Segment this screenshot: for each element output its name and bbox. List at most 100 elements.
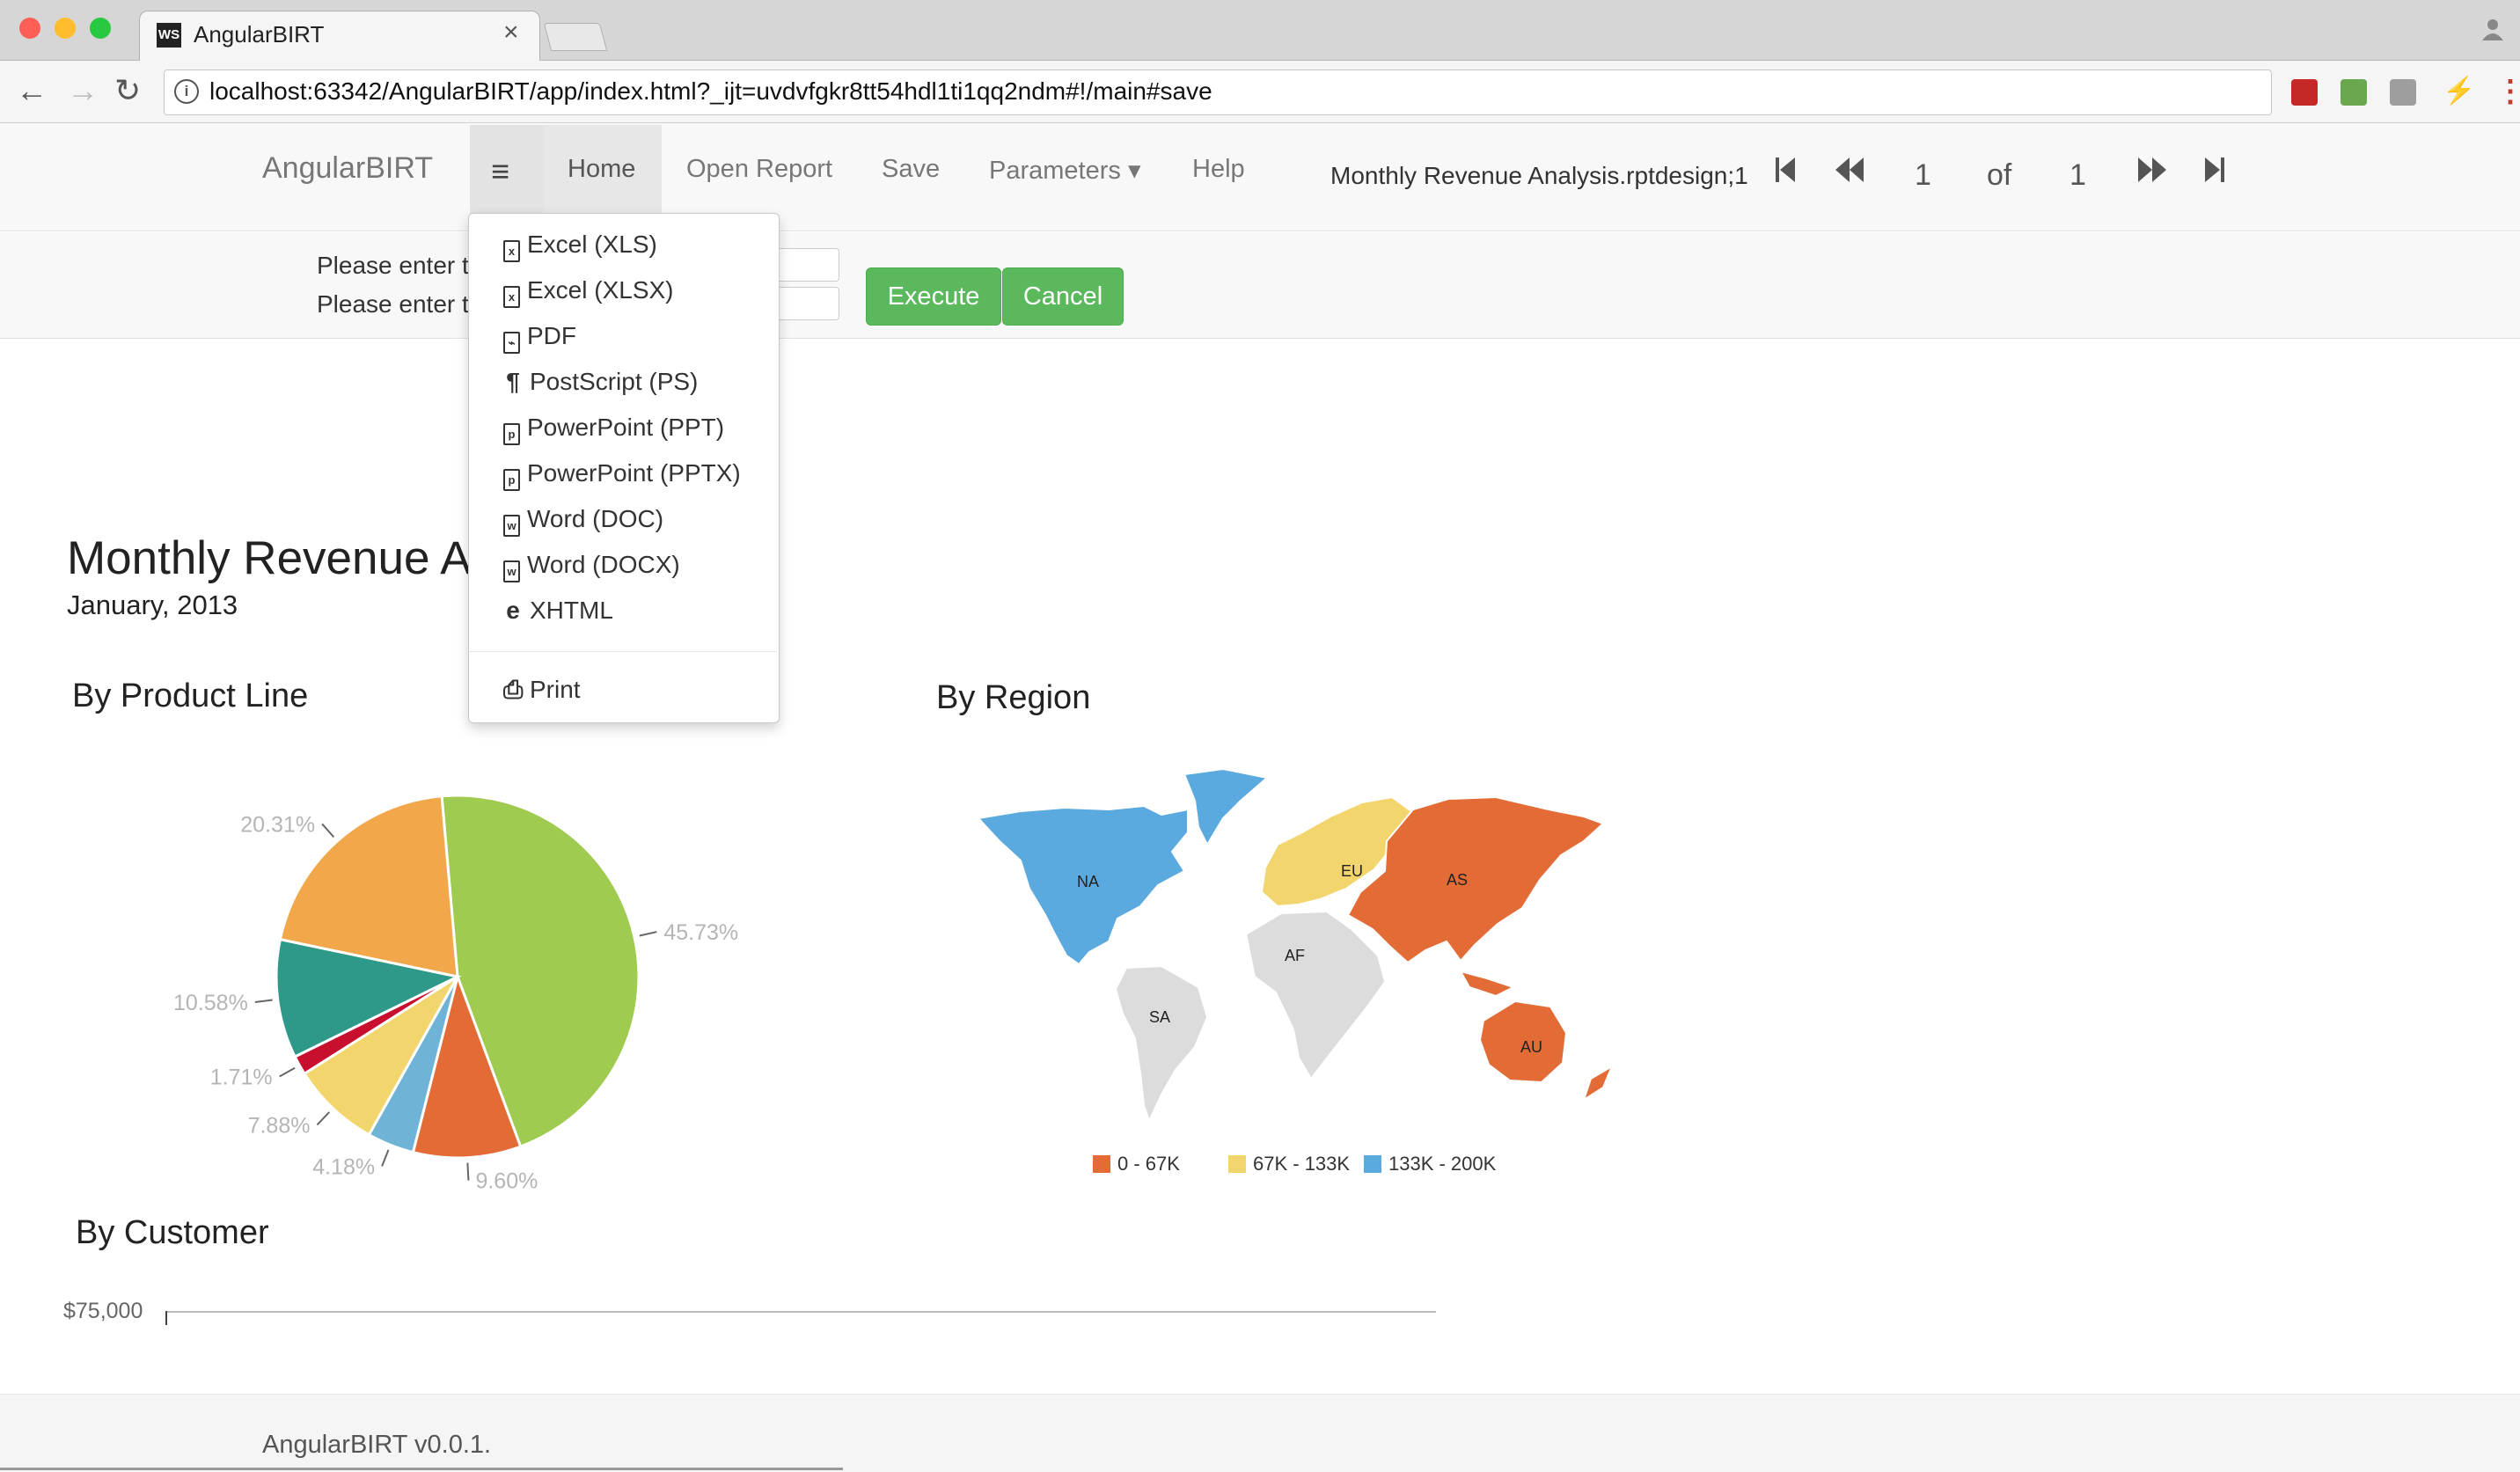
pie-slice bbox=[440, 794, 641, 1149]
hamburger-button[interactable] bbox=[470, 125, 544, 229]
pie-leader-line bbox=[279, 1066, 296, 1078]
menu-item-powerpoint-pptx[interactable]: p PowerPoint (PPTX) bbox=[503, 459, 741, 491]
legend-item-0-67k: 0 - 67K bbox=[1093, 1153, 1180, 1175]
nav-home[interactable]: Home bbox=[568, 155, 636, 183]
current-page: 1 bbox=[1915, 158, 1931, 192]
legend-swatch-orange bbox=[1093, 1155, 1110, 1173]
previous-page-icon[interactable] bbox=[1834, 155, 1865, 193]
region-as-shape bbox=[1346, 795, 1605, 964]
region-label-au: AU bbox=[1520, 1038, 1542, 1056]
menu-item-label: Excel (XLS) bbox=[527, 231, 657, 258]
horizontal-scrollbar[interactable] bbox=[0, 1468, 843, 1470]
menu-item-print[interactable]: ⎙ Print bbox=[503, 676, 581, 705]
customer-axis-tick bbox=[165, 1311, 167, 1325]
address-bar[interactable] bbox=[164, 70, 2272, 115]
legend-label: 67K - 133K bbox=[1253, 1153, 1351, 1175]
powerpoint-icon: p bbox=[503, 469, 520, 491]
menu-item-excel-xlsx[interactable]: x Excel (XLSX) bbox=[503, 276, 674, 308]
tab-title: AngularBIRT bbox=[194, 21, 325, 48]
menu-item-label: PDF bbox=[527, 322, 576, 349]
pie-data-label: 1.71% bbox=[210, 1066, 273, 1090]
browser-tab[interactable] bbox=[139, 11, 540, 62]
hamburger-icon[interactable]: ≡ bbox=[491, 153, 510, 189]
region-label-na: NA bbox=[1077, 873, 1099, 890]
cancel-button[interactable]: Cancel bbox=[1002, 267, 1124, 326]
app-navbar bbox=[0, 123, 2520, 231]
powerpoint-icon: p bbox=[503, 423, 520, 445]
nav-open-report[interactable]: Open Report bbox=[686, 155, 833, 183]
execute-button[interactable]: Execute bbox=[866, 267, 1001, 326]
tab-close-icon[interactable]: × bbox=[503, 18, 519, 47]
last-page-icon[interactable] bbox=[2203, 155, 2226, 193]
extension-red-icon[interactable] bbox=[2291, 79, 2318, 106]
region-title: By Region bbox=[936, 679, 1091, 716]
of-label: of bbox=[1987, 158, 2012, 192]
nav-home-active-bg bbox=[544, 125, 662, 229]
site-info-icon[interactable]: i bbox=[174, 79, 199, 104]
menu-item-word-docx[interactable]: w Word (DOCX) bbox=[503, 551, 680, 582]
menu-item-powerpoint-ppt[interactable]: p PowerPoint (PPT) bbox=[503, 414, 724, 445]
pie-leader-line bbox=[639, 931, 657, 937]
window-minimize-button[interactable] bbox=[55, 18, 76, 39]
next-page-icon[interactable] bbox=[2136, 155, 2168, 193]
menu-item-label: Word (DOC) bbox=[527, 505, 664, 532]
menu-item-postscript[interactable]: ¶ PostScript (PS) bbox=[503, 368, 698, 396]
parameter-input-1[interactable] bbox=[774, 248, 839, 282]
app-brand[interactable]: AngularBIRT bbox=[262, 151, 434, 185]
nav-parameters-dropdown[interactable]: Parameters ▾ bbox=[989, 157, 1141, 185]
pdf-icon: ⌁ bbox=[503, 332, 520, 354]
parameters-panel bbox=[0, 232, 2520, 339]
parameter-input-2[interactable] bbox=[774, 287, 839, 320]
parameter-label-2: Please enter t bbox=[317, 290, 469, 318]
first-page-icon[interactable] bbox=[1774, 155, 1797, 193]
region-label-sa: SA bbox=[1149, 1008, 1170, 1026]
region-label-eu: EU bbox=[1341, 862, 1363, 880]
legend-label: 0 - 67K bbox=[1117, 1153, 1180, 1175]
pie-data-label: 10.58% bbox=[173, 991, 248, 1015]
nav-save[interactable]: Save bbox=[882, 155, 941, 183]
region-nz-shape bbox=[1582, 1064, 1615, 1102]
menu-item-word-doc[interactable]: w Word (DOC) bbox=[503, 505, 663, 537]
region-greenland-shape bbox=[1183, 767, 1270, 847]
region-label-af: AF bbox=[1285, 947, 1305, 964]
forward-arrow-icon[interactable]: → bbox=[67, 72, 99, 108]
menu-item-pdf[interactable]: ⌁ PDF bbox=[503, 322, 576, 354]
window-zoom-button[interactable] bbox=[90, 18, 111, 39]
print-icon: ⎙ bbox=[503, 676, 524, 703]
region-as-islands-shape bbox=[1458, 970, 1516, 998]
nav-help[interactable]: Help bbox=[1192, 155, 1245, 183]
total-pages: 1 bbox=[2069, 158, 2086, 192]
footer-version: AngularBIRT v0.0.1. bbox=[262, 1431, 492, 1459]
legend-swatch-yellow bbox=[1228, 1155, 1246, 1173]
pie-leader-line bbox=[466, 1162, 470, 1181]
region-af-shape bbox=[1244, 910, 1387, 1080]
ie-icon: e bbox=[506, 597, 520, 624]
window-close-button[interactable] bbox=[19, 18, 40, 39]
pie-leader-line bbox=[254, 999, 273, 1003]
extension-gray-icon[interactable] bbox=[2390, 79, 2416, 106]
product-line-pie-chart: 45.73% 9.60% 4.18%7.88% 1.71% 10.58% 20.31% bbox=[173, 794, 738, 1194]
menu-item-label: PostScript (PS) bbox=[530, 368, 699, 395]
menu-item-label: XHTML bbox=[530, 597, 613, 624]
lightning-extension-icon[interactable]: ⚡ bbox=[2443, 77, 2476, 106]
product-line-title: By Product Line bbox=[72, 677, 309, 714]
region-sa-shape bbox=[1114, 964, 1209, 1124]
new-tab-button[interactable] bbox=[543, 23, 608, 51]
customer-axis-label: $75,000 bbox=[63, 1299, 143, 1323]
back-arrow-icon[interactable]: ← bbox=[16, 72, 48, 108]
excel-icon: x bbox=[503, 286, 520, 308]
region-au-shape bbox=[1478, 1000, 1568, 1084]
pie-slice bbox=[411, 971, 523, 1160]
region-label-as: AS bbox=[1447, 871, 1468, 889]
pie-slice bbox=[275, 937, 462, 1059]
menu-item-xhtml[interactable]: e XHTML bbox=[503, 597, 613, 625]
excel-icon: x bbox=[503, 240, 520, 262]
browser-menu-icon[interactable]: ⋮ bbox=[2495, 75, 2520, 108]
cors-extension-icon[interactable] bbox=[2341, 79, 2367, 106]
reload-icon[interactable]: ↻ bbox=[114, 72, 142, 108]
pie-leader-line bbox=[321, 823, 335, 839]
save-dropdown-menu bbox=[468, 213, 780, 723]
paragraph-icon: ¶ bbox=[506, 368, 520, 395]
menu-item-excel-xls[interactable]: x Excel (XLS) bbox=[503, 231, 657, 262]
profile-icon[interactable] bbox=[2480, 16, 2506, 49]
